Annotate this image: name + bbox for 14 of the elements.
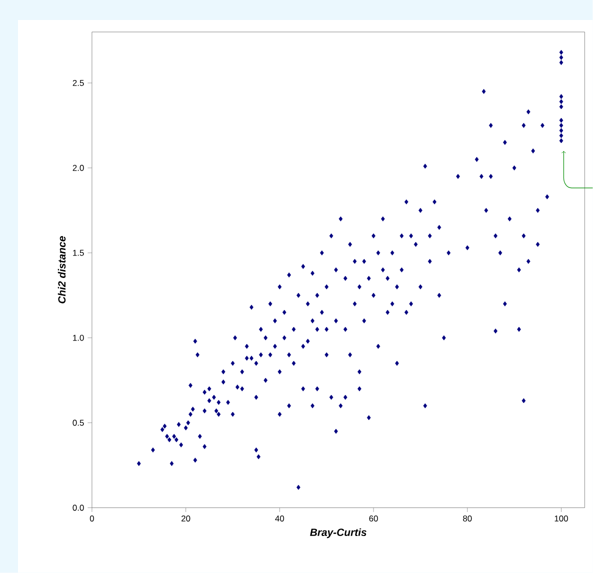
x-axis-title: Bray-Curtis <box>310 528 366 538</box>
x-tick-label: 0 <box>90 516 94 522</box>
y-tick-label: 2.5 <box>72 80 84 86</box>
y-tick-label: 1.0 <box>73 334 84 341</box>
y-tick-label: 1.5 <box>73 250 84 256</box>
y-tick-label: 0.5 <box>72 420 84 426</box>
x-tick-label: 100 <box>554 516 568 522</box>
y-axis-title: Chi2 distance <box>58 236 66 304</box>
y-tick-label: 2.0 <box>72 165 84 172</box>
x-tick-label: 80 <box>463 516 472 522</box>
x-tick-label: 60 <box>369 516 378 522</box>
y-tick-label: 0.0 <box>72 504 84 511</box>
x-tick-label: 40 <box>275 516 284 522</box>
x-tick-label: 20 <box>182 516 190 522</box>
